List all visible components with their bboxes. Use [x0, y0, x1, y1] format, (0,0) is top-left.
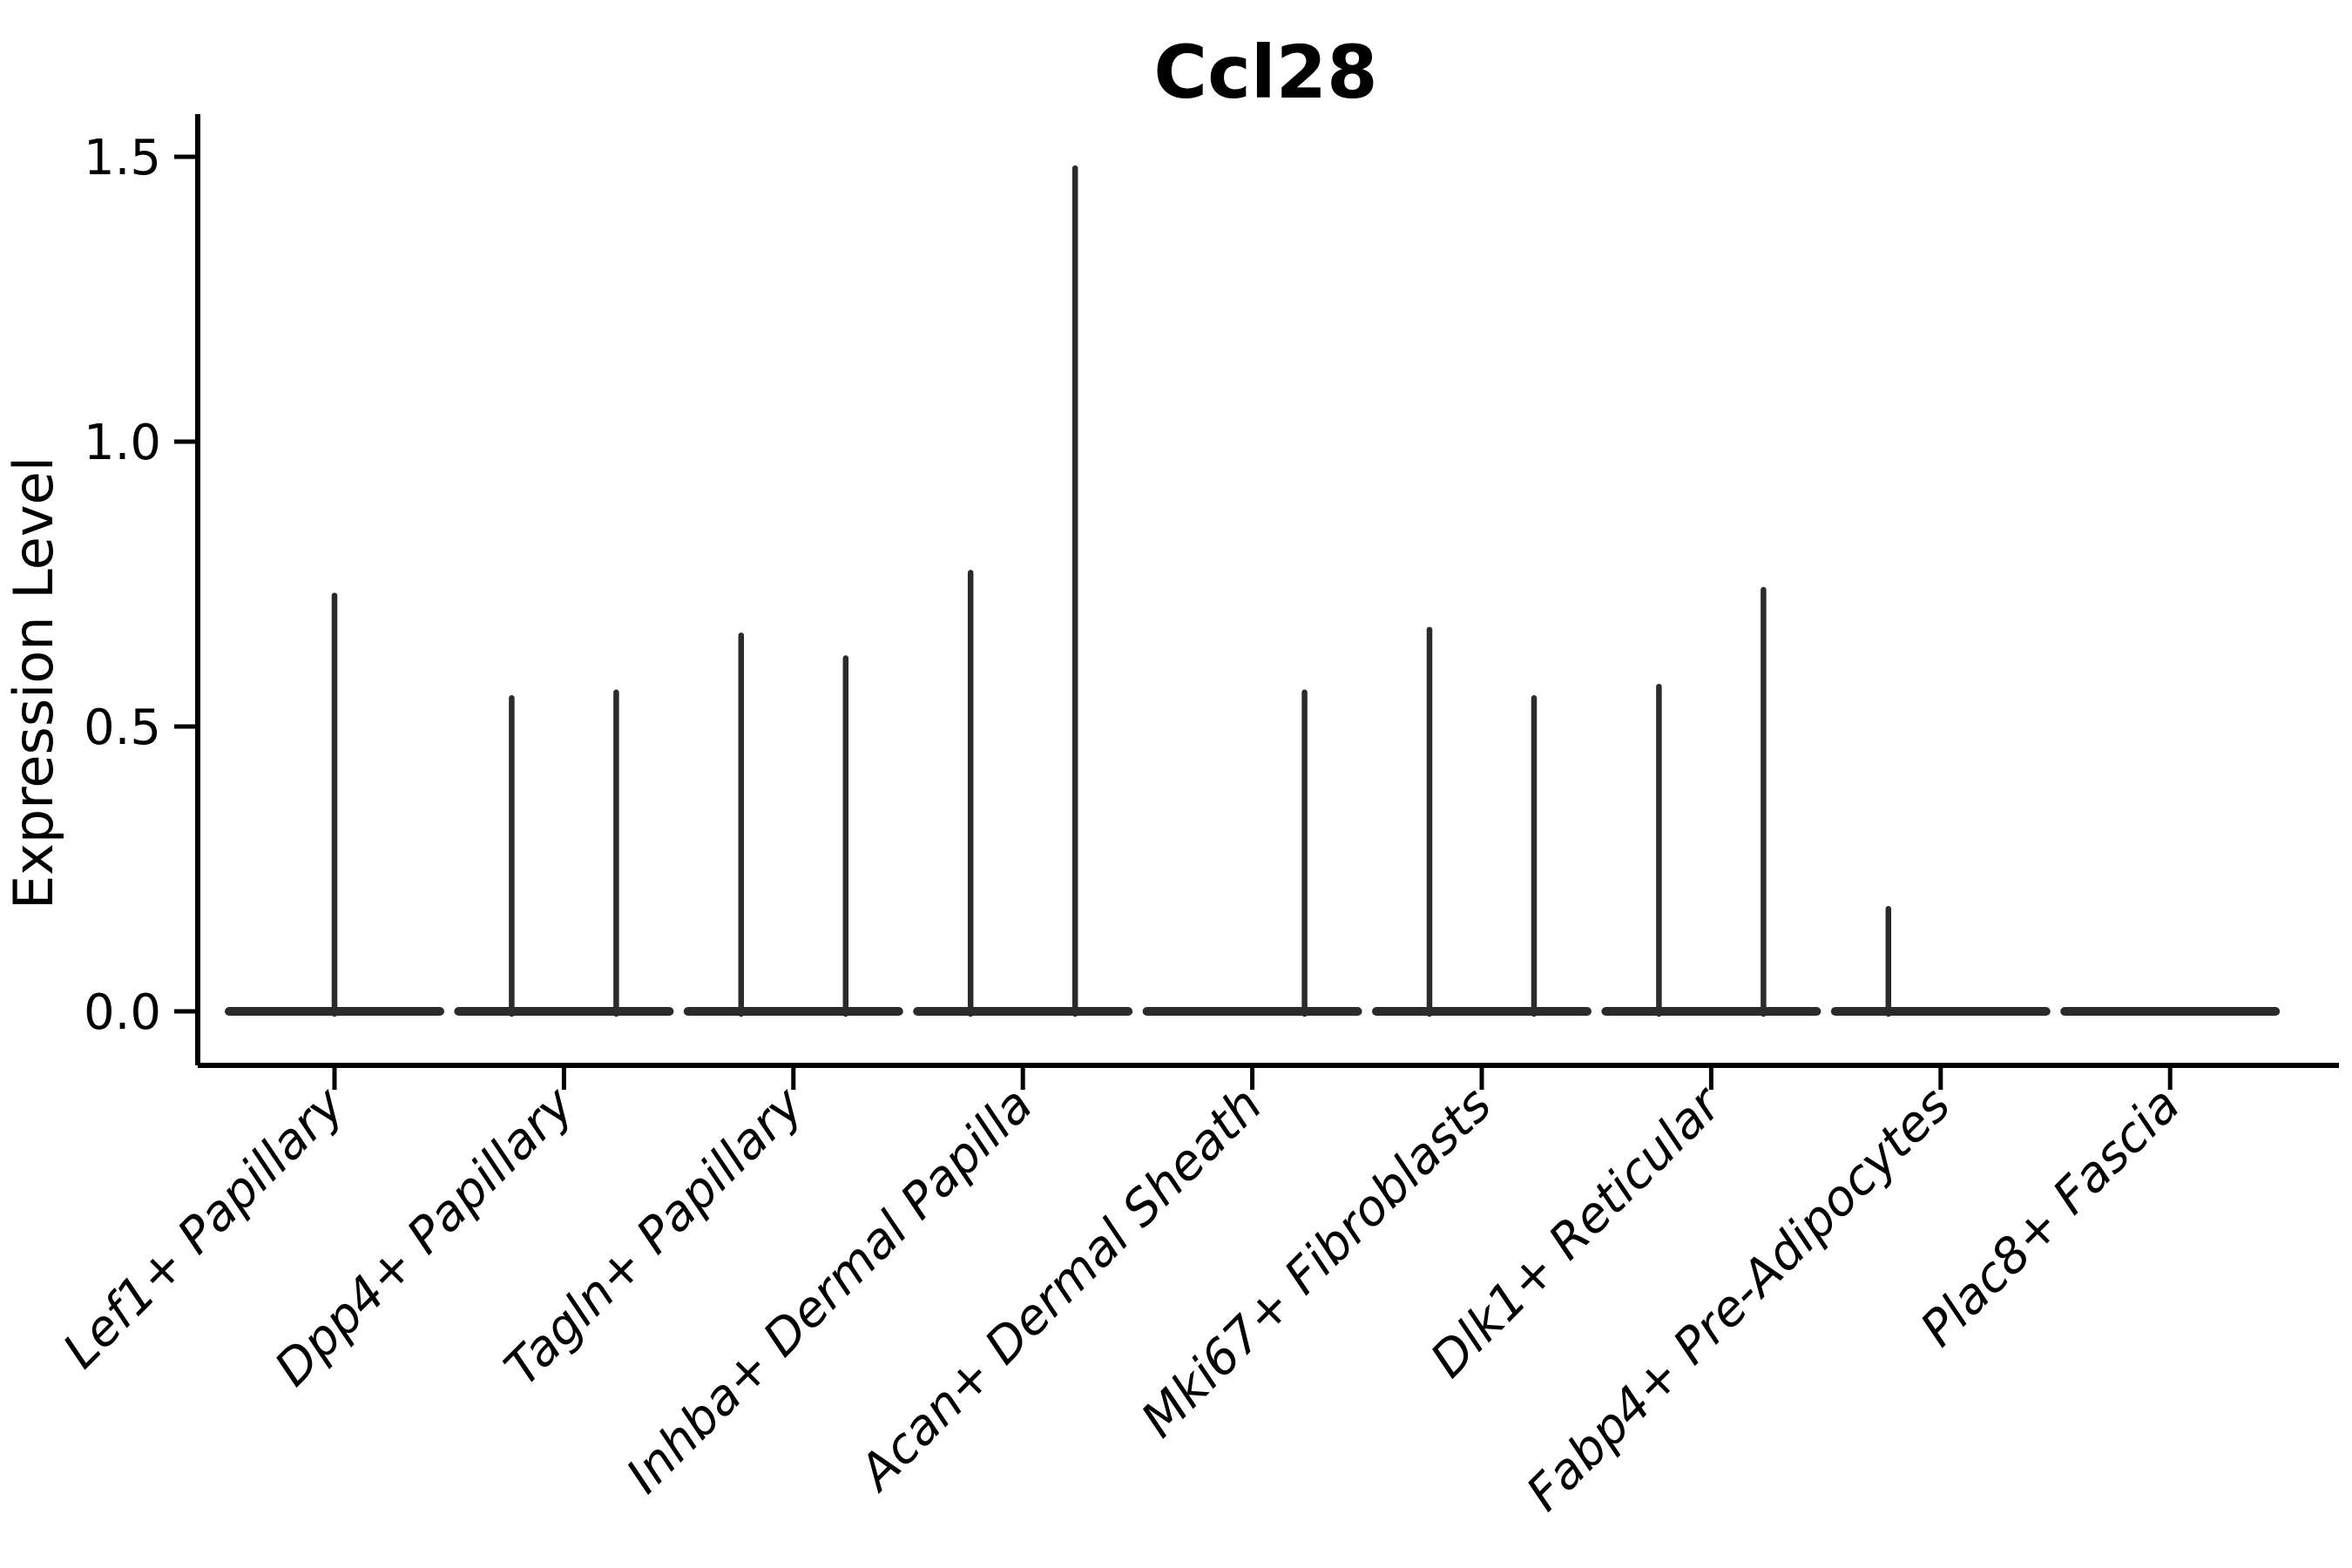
y-tick-label: 0.0 — [84, 984, 161, 1041]
y-tick-label: 0.5 — [84, 700, 161, 756]
x-tick-label: Fabp4+ Pre-Adipocytes — [1516, 1077, 1961, 1522]
x-tick-label: Inhba+ Dermal Papilla — [616, 1077, 1044, 1504]
y-tick-label: 1.0 — [84, 415, 161, 471]
plot-title: Ccl28 — [1153, 30, 1377, 115]
y-tick-label: 1.5 — [84, 130, 161, 186]
x-tick-label: Acan+ Dermal Sheath — [847, 1077, 1273, 1503]
y-axis-label: Expression Level — [2, 456, 65, 909]
